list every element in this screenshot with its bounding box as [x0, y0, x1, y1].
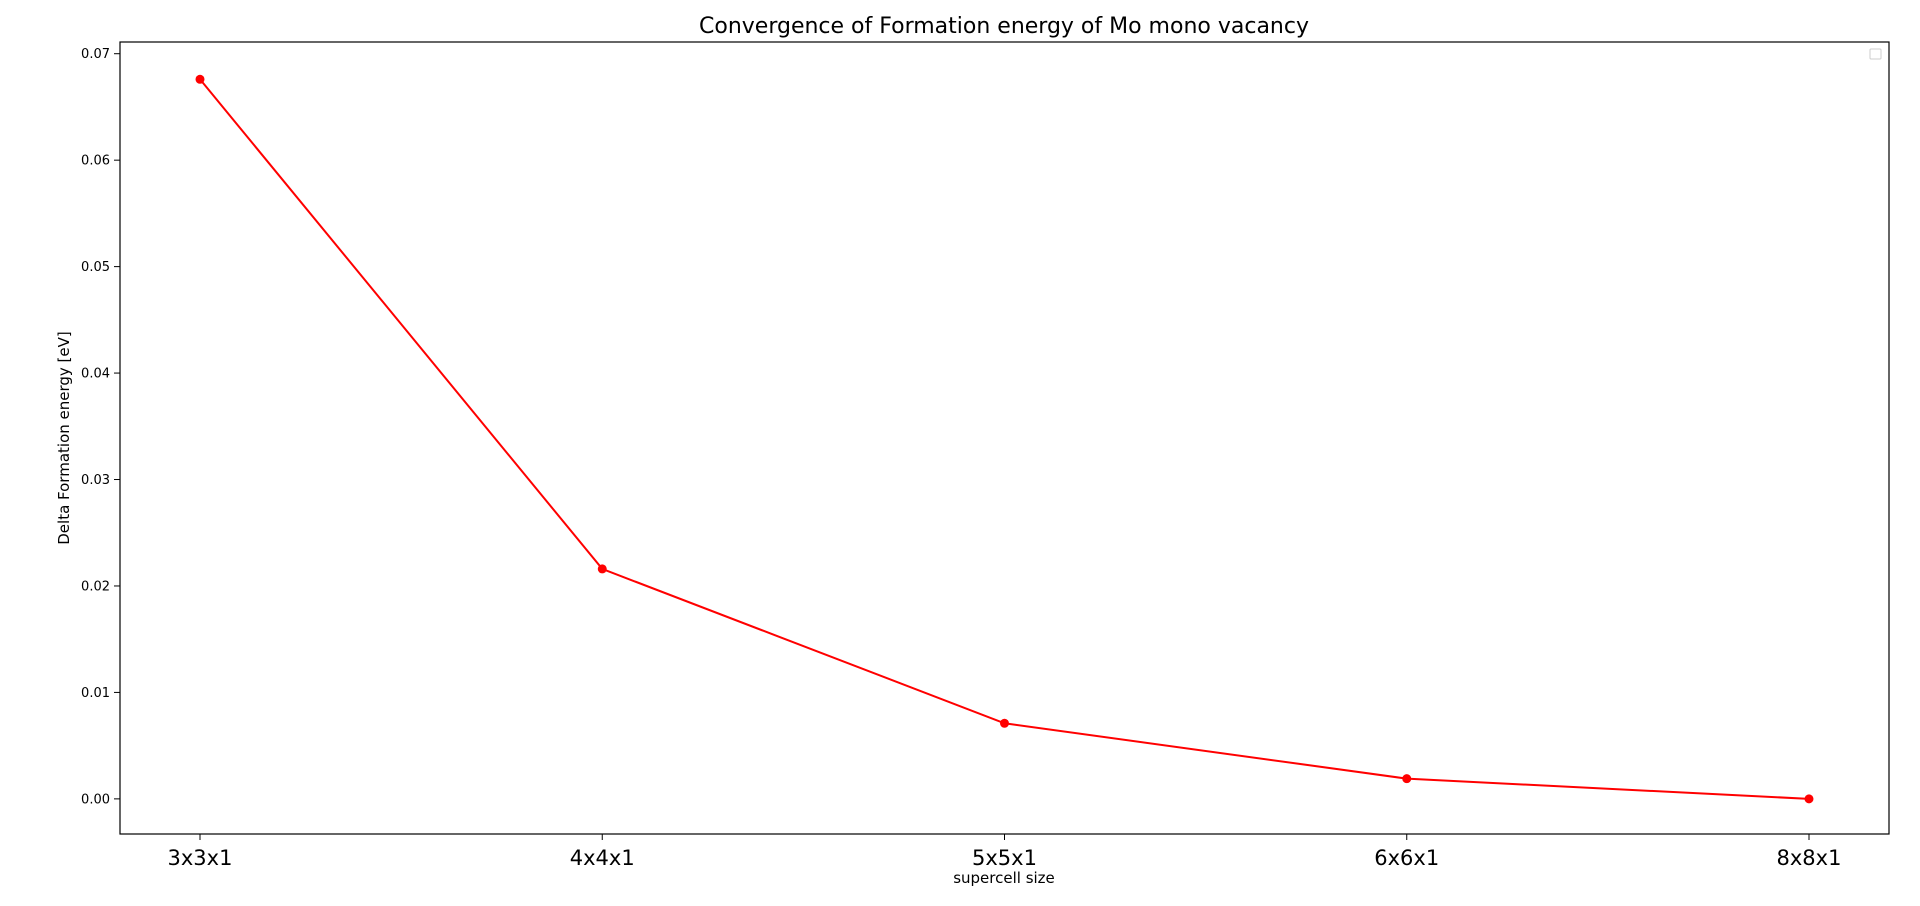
x-tick-label: 6x6x1: [1374, 846, 1439, 870]
y-tick-label: 0.05: [81, 260, 110, 275]
data-point-6x6x1: [1402, 774, 1412, 784]
legend-box: [1869, 48, 1882, 60]
y-axis-ticks: 0.00 0.01 0.02 0.03 0.04 0.05 0.06 0.07: [81, 47, 120, 807]
y-tick-label: 0.04: [81, 367, 110, 382]
y-tick-label: 0.06: [81, 154, 110, 169]
data-point-3x3x1: [195, 74, 205, 84]
x-tick-label: 4x4x1: [570, 846, 635, 870]
x-axis-label: supercell size: [953, 869, 1055, 887]
data-point-4x4x1: [597, 564, 607, 574]
x-tick-label: 3x3x1: [168, 846, 233, 870]
y-tick-label: 0.07: [81, 47, 110, 62]
chart-title: Convergence of Formation energy of Mo mo…: [699, 14, 1309, 39]
y-tick-label: 0.01: [81, 686, 110, 701]
y-axis-label: Delta Formation energy [eV]: [55, 331, 73, 545]
series-markers: [195, 74, 1814, 804]
plot-frame: [119, 41, 1890, 835]
x-tick-label: 8x8x1: [1777, 846, 1842, 870]
data-point-5x5x1: [1000, 718, 1009, 728]
x-tick-label: 5x5x1: [972, 846, 1037, 870]
y-tick-label: 0.02: [81, 579, 110, 594]
y-tick-label: 0.03: [81, 473, 110, 488]
y-tick-label: 0.00: [81, 792, 110, 807]
data-point-8x8x1: [1804, 794, 1814, 804]
x-axis-ticks: 3x3x1 4x4x1 5x5x1 6x6x1 8x8x1: [168, 834, 1842, 870]
